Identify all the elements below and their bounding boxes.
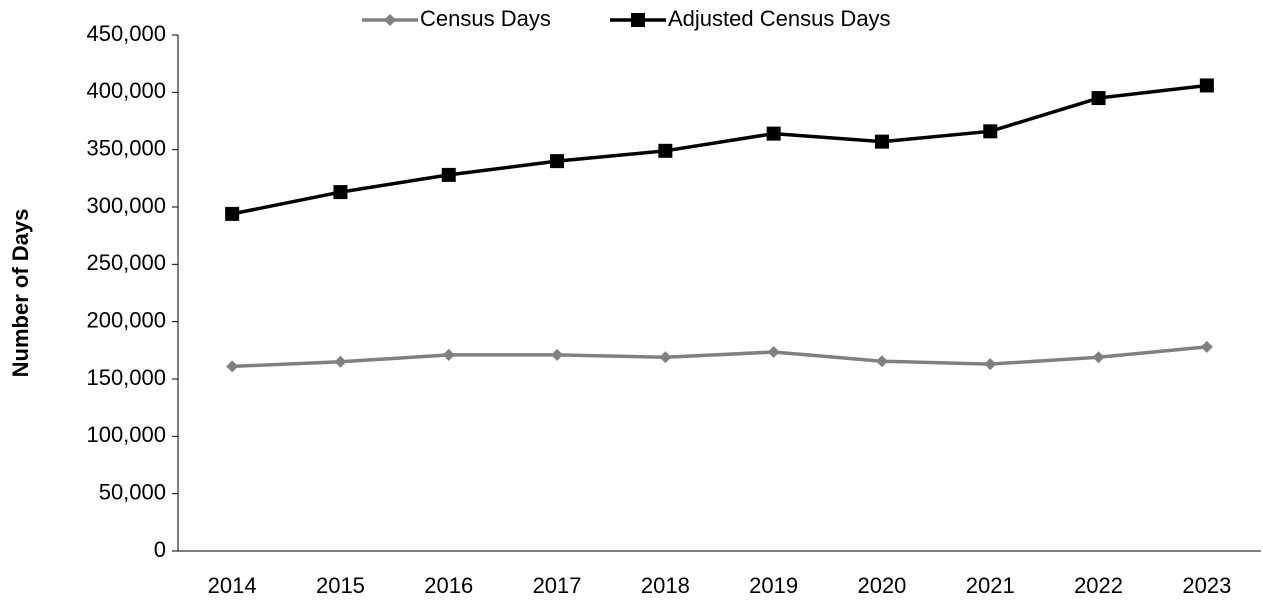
x-tick-label: 2021 [966,573,1015,598]
y-tick-label: 250,000 [86,250,166,275]
y-tick-label: 50,000 [99,479,166,504]
point [874,134,889,149]
point [767,346,780,359]
y-tick-label: 350,000 [86,135,166,160]
point [984,358,997,371]
y-axis-label: Number of Days [8,209,33,378]
point [1092,351,1105,364]
y-tick-label: 100,000 [86,422,166,447]
x-tick-label: 2017 [533,573,582,598]
point [550,154,565,169]
x-tick-label: 2022 [1074,573,1123,598]
point [983,124,998,139]
point [441,167,456,182]
y-tick-label: 200,000 [86,307,166,332]
point [442,348,455,361]
x-tick-label: 2020 [857,573,906,598]
point [226,360,239,373]
y-tick-label: 150,000 [86,365,166,390]
point [333,185,348,200]
series-line [231,83,1208,216]
point [658,143,673,158]
point [659,351,672,364]
y-tick-label: 450,000 [86,21,166,46]
point [1200,340,1213,353]
y-tick-label: 0 [154,537,166,562]
legend-label: Adjusted Census Days [668,6,891,31]
x-tick-label: 2016 [424,573,473,598]
x-tick-label: 2015 [316,573,365,598]
legend-marker [631,13,645,27]
y-tick-label: 300,000 [86,193,166,218]
x-tick-label: 2019 [749,573,798,598]
point [334,355,347,368]
legend-label: Census Days [420,6,551,31]
x-tick-label: 2023 [1182,573,1231,598]
point [1091,91,1106,106]
y-tick-label: 400,000 [86,78,166,103]
point [551,348,564,361]
legend-marker [384,14,396,26]
point [875,355,888,368]
x-tick-label: 2018 [641,573,690,598]
x-tick-label: 2014 [208,573,257,598]
point [766,126,781,141]
point [225,206,240,221]
series-line [232,345,1208,369]
point [1199,78,1214,93]
